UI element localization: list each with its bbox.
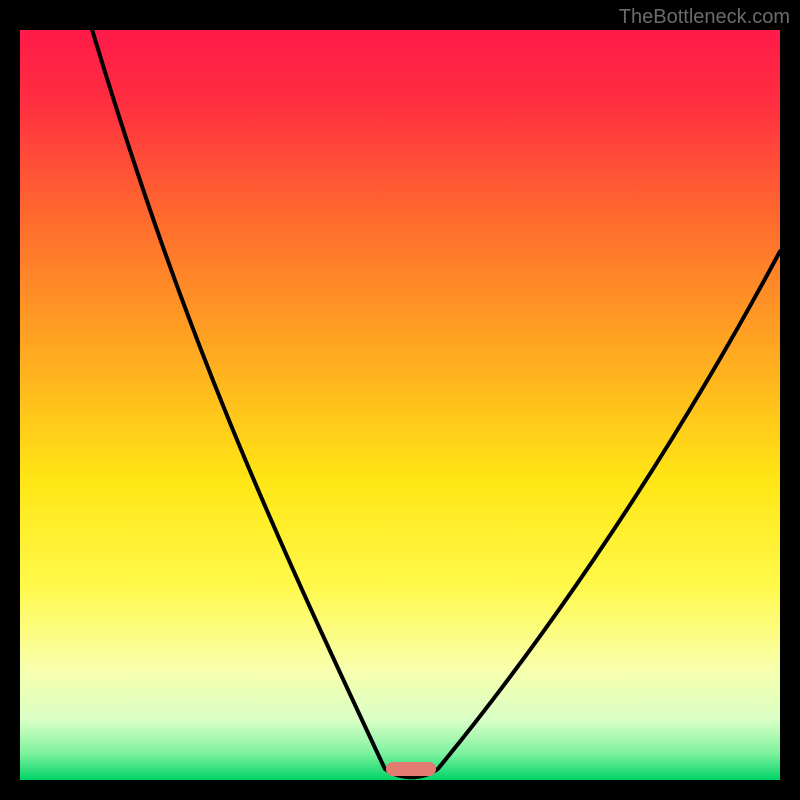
plot-area (20, 30, 780, 780)
chart-container: TheBottleneck.com (0, 0, 800, 800)
bottleneck-curve (20, 30, 780, 780)
watermark-text: TheBottleneck.com (619, 6, 790, 29)
minimum-marker (386, 762, 436, 776)
